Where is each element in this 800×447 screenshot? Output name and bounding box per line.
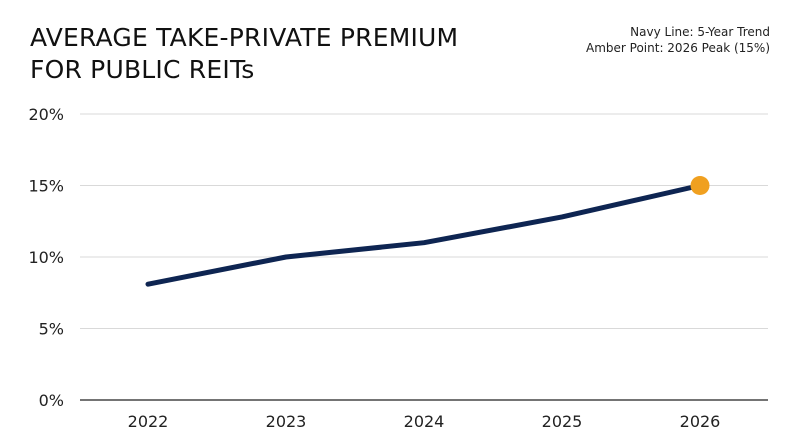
trend-line (145, 183, 703, 287)
y-tick-label: 15% (28, 177, 64, 196)
x-tick-label: 2022 (128, 412, 169, 431)
highlight-layer (690, 176, 710, 195)
gridlines (80, 113, 768, 401)
chart-title-line-2: FOR PUBLIC REITs (30, 55, 255, 84)
x-tick-label: 2024 (404, 412, 445, 431)
legend-note: Navy Line: 5-Year Trend Amber Point: 202… (586, 24, 770, 56)
y-tick-label: 0% (39, 391, 64, 410)
peak-point (690, 176, 710, 195)
y-tick-label: 10% (28, 248, 64, 267)
x-tick-label: 2026 (680, 412, 721, 431)
y-axis-ticks: 0% 5% 10% 15% 20% (28, 105, 64, 410)
legend-note-highlight: Amber Point: 2026 Peak (15%) (586, 41, 770, 55)
chart-title: AVERAGE TAKE-PRIVATE PREMIUM FOR PUBLIC … (30, 22, 458, 86)
y-tick-label: 5% (39, 320, 64, 339)
x-tick-label: 2023 (266, 412, 307, 431)
legend-note-line: Navy Line: 5-Year Trend (630, 25, 770, 39)
x-tick-label: 2025 (542, 412, 583, 431)
chart-title-line-1: AVERAGE TAKE-PRIVATE PREMIUM (30, 23, 459, 52)
x-axis-ticks: 2022 2023 2024 2025 2026 (128, 412, 721, 431)
series-layer (145, 183, 703, 287)
y-tick-label: 20% (28, 105, 64, 124)
